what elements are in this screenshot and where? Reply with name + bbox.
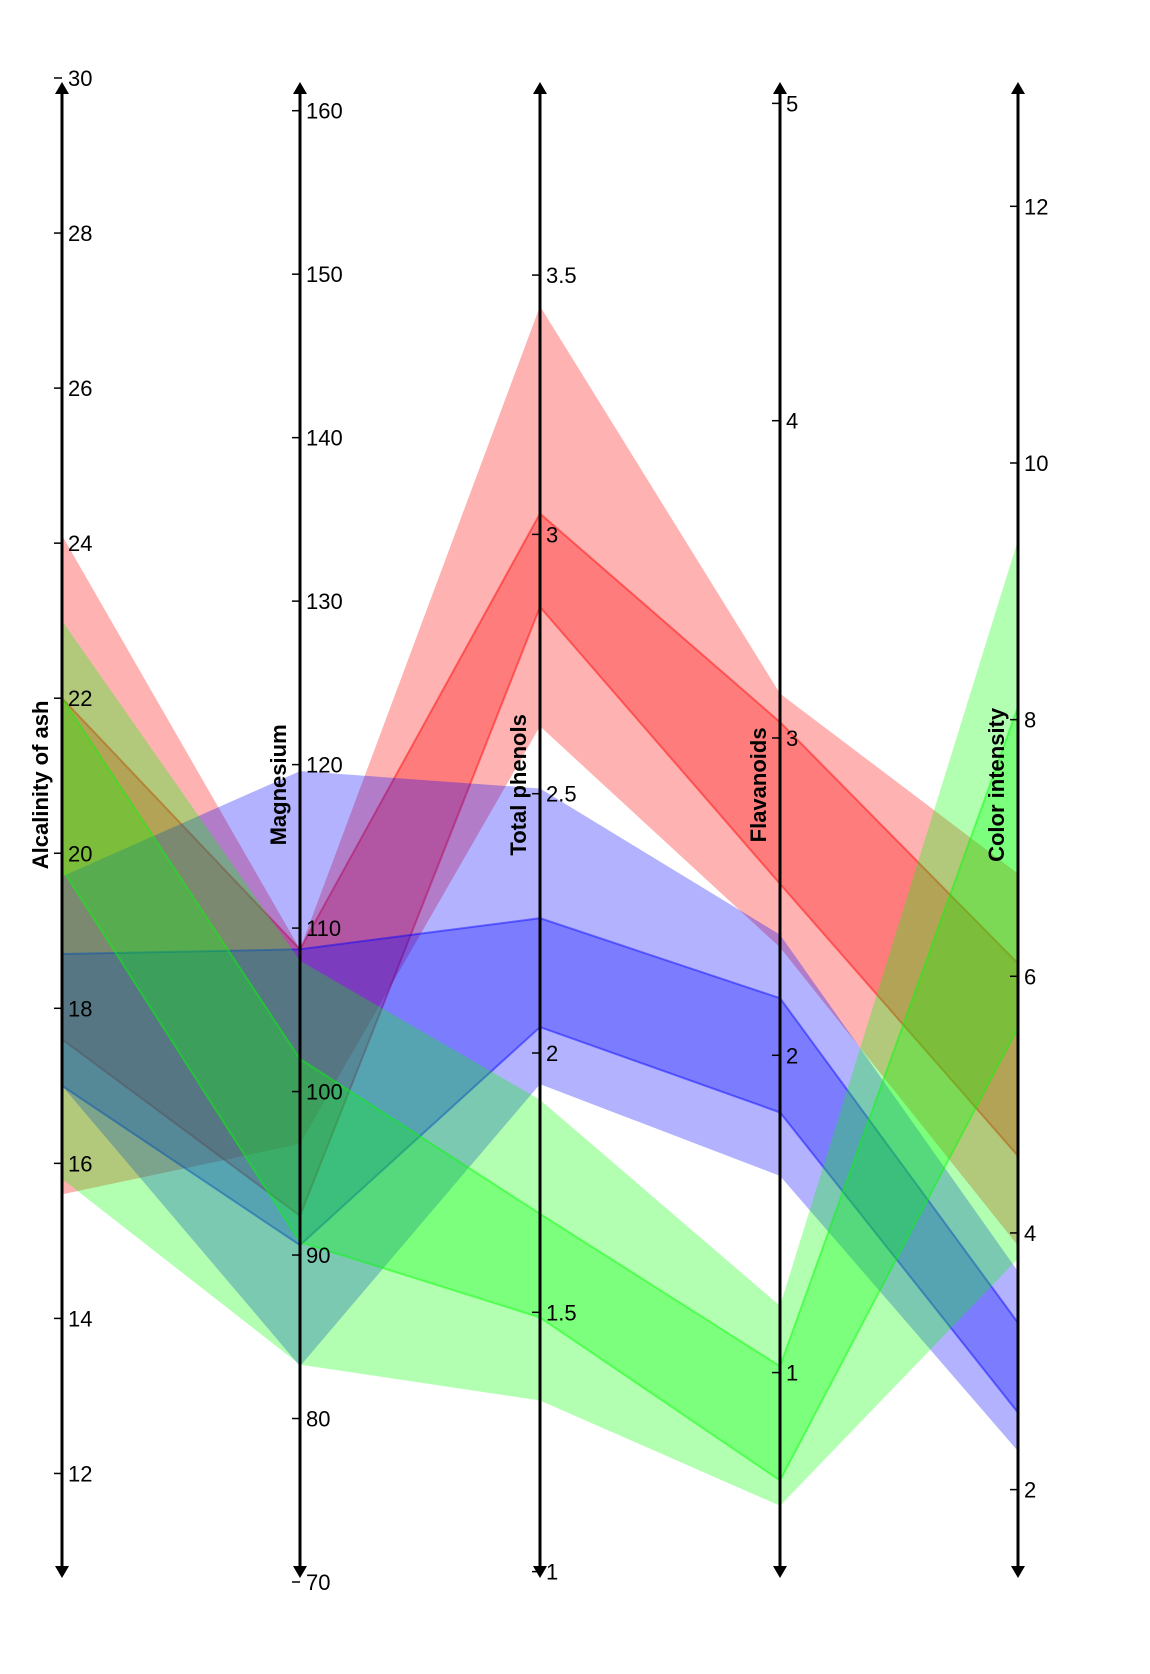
tick-label: 2.5	[546, 782, 577, 807]
tick-label: 140	[306, 426, 343, 451]
tick-label: 3	[546, 522, 558, 547]
tick-label: 130	[306, 589, 343, 614]
tick-label: 14	[68, 1306, 92, 1331]
tick-label: 24	[68, 531, 92, 556]
tick-label: 16	[68, 1151, 92, 1176]
axis-1: 70 80 90 100 110 120 130 140 150 160 Magnesium	[266, 82, 343, 1595]
tick-label: 28	[68, 221, 92, 246]
tick-label: 100	[306, 1080, 343, 1105]
tick-label: 2	[786, 1043, 798, 1068]
tick-label: 150	[306, 262, 343, 287]
tick-label: 160	[306, 99, 343, 124]
axis-3: 1 2 3 4 5 Flavanoids	[746, 82, 798, 1578]
tick-label: 22	[68, 686, 92, 711]
tick-label: 1	[786, 1361, 798, 1386]
tick-label: 4	[1024, 1221, 1036, 1246]
tick-label: 26	[68, 376, 92, 401]
tick-label: 20	[68, 841, 92, 866]
tick-label: 1	[546, 1560, 558, 1585]
tick-label: 120	[306, 753, 343, 778]
axis-title: Flavanoids	[746, 727, 771, 842]
axis-0: 12 14 16 18 20 22 24 26 28 30 Alcalinity of ash	[28, 66, 92, 1578]
tick-label: 3	[786, 726, 798, 751]
tick-label: 10	[1024, 451, 1048, 476]
axis-title: Alcalinity of ash	[28, 701, 53, 870]
tick-label: 3.5	[546, 263, 577, 288]
tick-label: 12	[1024, 194, 1048, 219]
tick-label: 4	[786, 409, 798, 434]
tick-label: 2	[1024, 1478, 1036, 1503]
tick-label: 2	[546, 1041, 558, 1066]
tick-label: 5	[786, 91, 798, 116]
tick-label: 8	[1024, 708, 1036, 733]
tick-label: 6	[1024, 964, 1036, 989]
tick-label: 12	[68, 1461, 92, 1486]
axis-4: 2 4 6 8 10 12 Color intensity	[984, 82, 1048, 1578]
axis-title: Magnesium	[266, 724, 291, 845]
axis-2: 1 1.5 2 2.5 3 3.5 Total phenols	[506, 82, 577, 1585]
tick-label: 110	[306, 916, 341, 941]
tick-label: 18	[68, 996, 92, 1021]
tick-label: 80	[306, 1407, 330, 1432]
tick-label: 1.5	[546, 1300, 577, 1325]
tick-label: 90	[306, 1243, 330, 1268]
tick-label: 70	[306, 1570, 330, 1595]
axis-title: Color intensity	[984, 707, 1009, 862]
tick-label: 30	[68, 66, 92, 91]
band-inner-2	[62, 698, 1018, 1481]
axis-title: Total phenols	[506, 714, 531, 855]
